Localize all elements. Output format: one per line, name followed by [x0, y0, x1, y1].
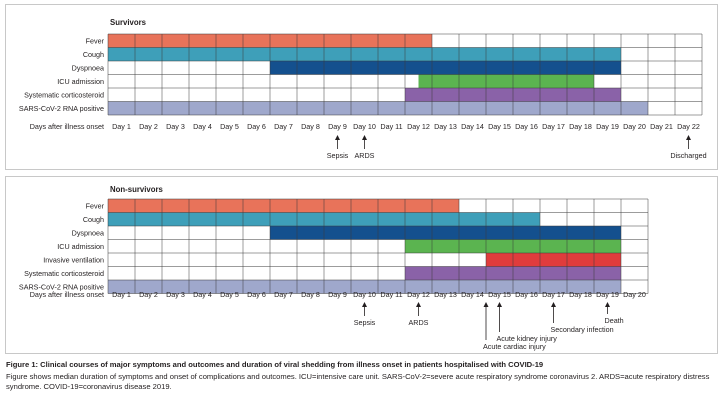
row-label: Invasive ventilation [43, 255, 104, 264]
day-tick-label: Day 21 [650, 122, 673, 131]
bar-dyspnoea [270, 61, 621, 75]
panel-title: Survivors [110, 18, 147, 27]
day-tick-label: Day 3 [166, 122, 185, 131]
row-label: Cough [83, 50, 104, 59]
bar-invasive-ventilation [486, 253, 621, 267]
day-tick-label: Day 6 [247, 122, 266, 131]
day-tick-label: Day 8 [301, 122, 320, 131]
day-tick-label: Day 22 [677, 122, 700, 131]
day-tick-label: Day 11 [380, 122, 402, 131]
event-arrow-head [335, 135, 340, 140]
day-tick-label: Day 5 [220, 122, 239, 131]
day-tick-label: Day 9 [328, 290, 347, 299]
row-label: SARS-CoV-2 RNA positive [19, 282, 104, 291]
x-axis-label: Days after illness onset [30, 122, 104, 131]
event-label: Discharged [670, 151, 706, 160]
event-label: ARDS [409, 318, 429, 327]
bar-sars-cov-2-rna-positive [108, 280, 621, 294]
day-tick-label: Day 9 [328, 122, 347, 131]
event-arrow-head [551, 302, 556, 307]
day-tick-label: Day 3 [166, 290, 185, 299]
day-tick-label: Day 4 [193, 290, 212, 299]
event-label: Sepsis [354, 318, 376, 327]
row-label: Cough [83, 215, 104, 224]
event-arrow-head [686, 135, 691, 140]
day-tick-label: Day 14 [461, 122, 484, 131]
day-tick-label: Day 15 [488, 290, 511, 299]
event-label: Acute cardiac injury [483, 342, 546, 351]
day-tick-label: Day 4 [193, 122, 212, 131]
day-tick-label: Day 12 [407, 290, 430, 299]
day-tick-label: Day 19 [596, 122, 619, 131]
event-arrow-head [497, 302, 502, 307]
day-tick-label: Day 14 [461, 290, 484, 299]
day-tick-label: Day 7 [274, 290, 293, 299]
event-arrow-head [605, 302, 610, 307]
day-tick-label: Day 16 [515, 122, 538, 131]
day-tick-label: Day 13 [434, 122, 457, 131]
event-label: ARDS [355, 151, 375, 160]
event-arrow-head [362, 135, 367, 140]
row-label: Dyspnoea [72, 228, 104, 237]
day-tick-label: Day 1 [112, 290, 131, 299]
event-label: Sepsis [327, 151, 349, 160]
bar-fever [108, 199, 459, 213]
day-tick-label: Day 12 [407, 122, 430, 131]
row-label: Fever [86, 201, 105, 210]
day-tick-label: Day 1 [112, 122, 131, 131]
day-tick-label: Day 17 [542, 290, 565, 299]
row-label: ICU admission [57, 77, 104, 86]
row-label: Systematic corticosteroid [24, 269, 104, 278]
bar-icu-admission [418, 74, 594, 88]
event-label: Secondary infection [551, 325, 614, 334]
day-tick-label: Day 20 [623, 290, 646, 299]
event-arrow-head [362, 302, 367, 307]
day-tick-label: Day 18 [569, 290, 592, 299]
event-arrow-head [483, 302, 489, 307]
day-tick-label: Day 11 [380, 290, 402, 299]
event-label: Acute kidney injury [497, 334, 558, 343]
bar-dyspnoea [270, 226, 621, 240]
day-tick-label: Day 15 [488, 122, 511, 131]
x-axis-label: Days after illness onset [30, 290, 104, 299]
day-tick-label: Day 17 [542, 122, 565, 131]
day-tick-label: Day 6 [247, 290, 266, 299]
day-tick-label: Day 16 [515, 290, 538, 299]
row-label: Fever [86, 36, 105, 45]
day-tick-label: Day 10 [353, 122, 376, 131]
bar-cough [108, 47, 621, 61]
row-label: Dyspnoea [72, 63, 104, 72]
day-tick-label: Day 8 [301, 290, 320, 299]
event-arrow-head [416, 302, 421, 307]
row-label: Systematic corticosteroid [24, 90, 104, 99]
day-tick-label: Day 13 [434, 290, 457, 299]
day-tick-label: Day 19 [596, 290, 619, 299]
day-tick-label: Day 10 [353, 290, 376, 299]
day-tick-label: Day 2 [139, 122, 158, 131]
day-tick-label: Day 5 [220, 290, 239, 299]
row-label: SARS-CoV-2 RNA positive [19, 104, 104, 113]
day-tick-label: Day 20 [623, 122, 646, 131]
figure-caption-body: Figure shows median duration of symptoms… [6, 372, 710, 391]
day-tick-label: Day 7 [274, 122, 293, 131]
day-tick-label: Day 2 [139, 290, 158, 299]
figure-caption-title: Figure 1: Clinical courses of major symp… [6, 360, 544, 369]
day-tick-label: Day 18 [569, 122, 592, 131]
row-label: ICU admission [57, 242, 104, 251]
panel-title: Non-survivors [110, 185, 164, 194]
event-label: Death [605, 316, 624, 325]
